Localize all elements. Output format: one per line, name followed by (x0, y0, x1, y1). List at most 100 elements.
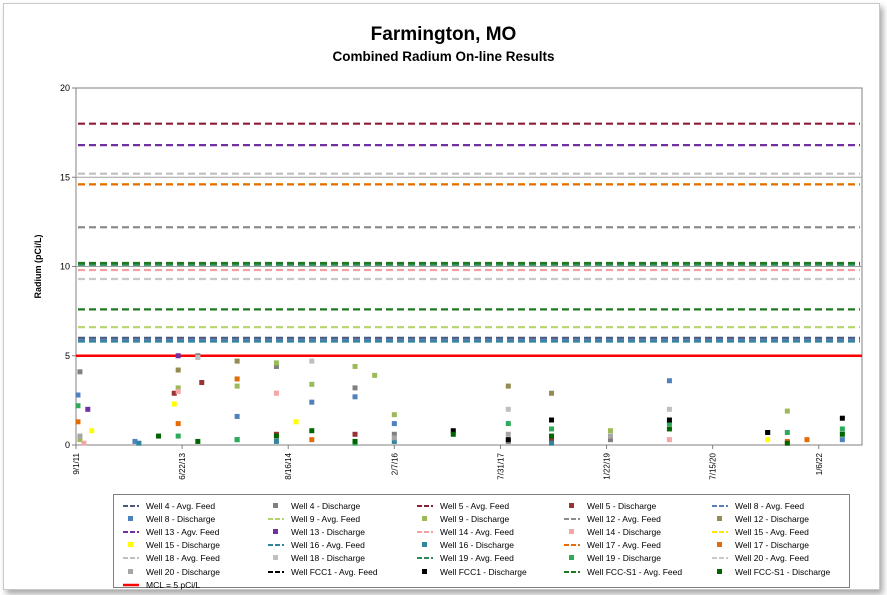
data-point (450, 431, 456, 437)
legend-item: Well 4 - Avg. Feed (122, 499, 215, 512)
data-point (765, 430, 771, 436)
legend-swatch (569, 528, 574, 534)
data-point (839, 431, 845, 437)
data-point (784, 408, 790, 414)
legend-swatch (128, 568, 133, 574)
legend-item: Well FCC1 - Avg. Feed (267, 565, 378, 578)
legend-swatch (268, 570, 284, 573)
data-point (199, 380, 205, 386)
data-point (607, 428, 613, 434)
data-point (234, 413, 240, 419)
legend-item: Well FCC-S1 - Avg. Feed (563, 565, 682, 578)
legend-swatch (564, 570, 580, 573)
y-axis-label: Radium (pCi/L) (33, 235, 43, 299)
y-tick-label: 0 (65, 440, 70, 450)
legend-swatch (422, 568, 427, 574)
data-point (804, 437, 810, 443)
data-point (234, 376, 240, 382)
data-point (273, 390, 279, 396)
data-point (666, 426, 672, 432)
legend-label: Well 12 - Discharge (735, 513, 810, 524)
data-point (666, 421, 672, 427)
legend-item: Well 9 - Avg. Feed (267, 512, 360, 525)
x-tick-label: 7/31/17 (496, 452, 505, 479)
legend-label: Well 19 - Discharge (587, 553, 662, 564)
legend-item-mcl: MCL = 5 pCi/L (122, 578, 200, 591)
legend-label: Well 5 - Discharge (587, 500, 657, 511)
data-point (607, 433, 613, 439)
legend-item: Well 18 - Avg. Feed (122, 552, 220, 565)
legend-label: MCL = 5 pCi/L (146, 579, 201, 590)
data-point (89, 428, 95, 434)
data-point (77, 433, 83, 439)
x-tick-label: 9/1/11 (72, 452, 81, 474)
legend-swatch (123, 504, 139, 507)
legend-swatch (123, 557, 139, 560)
legend-label: Well FCC1 - Avg. Feed (291, 566, 378, 577)
data-point (391, 412, 397, 418)
data-point (505, 431, 511, 437)
x-tick-label: 8/16/14 (284, 452, 293, 479)
data-point (85, 406, 91, 412)
data-point (391, 438, 397, 444)
data-point (391, 431, 397, 437)
legend-item: Well 9 - Discharge (416, 512, 509, 525)
data-point (309, 399, 315, 405)
legend-swatch (717, 542, 722, 548)
data-point (666, 417, 672, 423)
legend-swatch (712, 557, 728, 560)
legend-item: Well FCC-S1 - Discharge (711, 565, 830, 578)
data-point (175, 367, 181, 373)
legend-label: Well 18 - Discharge (291, 553, 366, 564)
legend-label: Well 20 - Avg. Feed (735, 553, 809, 564)
legend-item: Well 13 - Discharge (267, 525, 365, 538)
data-point (136, 440, 142, 446)
data-point (175, 353, 181, 359)
legend-item: Well 17 - Discharge (711, 539, 809, 552)
legend-label: Well 15 - Avg. Feed (735, 526, 809, 537)
legend-item: Well FCC1 - Discharge (416, 565, 527, 578)
data-point (549, 426, 555, 432)
legend-item: Well 5 - Discharge (563, 499, 656, 512)
data-point (175, 385, 181, 391)
legend-swatch (417, 557, 433, 560)
data-point (309, 437, 315, 443)
legend-label: Well 17 - Avg. Feed (587, 540, 661, 551)
legend-label: Well FCC1 - Discharge (440, 566, 527, 577)
data-point (505, 421, 511, 427)
legend-swatch (422, 542, 427, 548)
legend-label: Well 5 - Avg. Feed (440, 500, 510, 511)
data-point (293, 419, 299, 425)
data-point (839, 415, 845, 421)
x-tick-label: 1/6/22 (815, 452, 824, 475)
legend-item: Well 17 - Avg. Feed (563, 539, 661, 552)
legend-swatch (717, 568, 722, 574)
legend-label: Well 15 - Discharge (146, 540, 221, 551)
legend-label: Well 4 - Discharge (291, 500, 361, 511)
data-point (175, 421, 181, 427)
data-point (175, 388, 181, 394)
legend-swatch (712, 504, 728, 507)
legend-item: Well 4 - Discharge (267, 499, 360, 512)
data-point (505, 437, 511, 443)
y-tick-label: 5 (65, 351, 70, 361)
legend-swatch (273, 528, 278, 534)
data-point (171, 390, 177, 396)
data-point (273, 363, 279, 369)
legend-item: Well 14 - Discharge (563, 525, 661, 538)
legend-label: Well 13 - Agv. Feed (146, 526, 220, 537)
legend-item: Well 18 - Discharge (267, 552, 365, 565)
legend-swatch (569, 555, 574, 561)
legend-item: Well 16 - Discharge (416, 539, 514, 552)
data-point (391, 421, 397, 427)
legend-label: Well 8 - Avg. Feed (735, 500, 805, 511)
data-point (234, 358, 240, 364)
legend-item: Well 19 - Discharge (563, 552, 661, 565)
legend-item: Well 20 - Discharge (122, 565, 220, 578)
y-tick-label: 15 (60, 172, 70, 182)
legend-item: Well 8 - Avg. Feed (711, 499, 804, 512)
legend-swatch (417, 504, 433, 507)
legend-swatch (712, 530, 728, 533)
data-point (549, 417, 555, 423)
